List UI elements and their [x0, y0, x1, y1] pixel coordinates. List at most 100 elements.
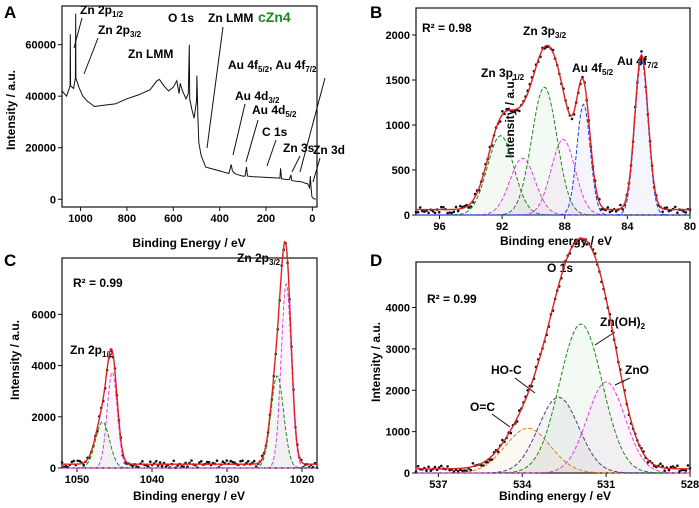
y-tick-label: 0	[50, 194, 56, 206]
data-point	[229, 459, 232, 463]
y-tick-label: 2000	[386, 30, 410, 42]
data-point	[646, 461, 650, 464]
ann-o1s-d: O 1s	[547, 261, 573, 275]
data-point	[76, 459, 79, 463]
ann-zn2p32: Zn 2p3/2	[98, 23, 142, 39]
component-fill-magenta-1	[62, 372, 317, 468]
ann-au4f: Au 4f5/2, Au 4f7/2	[228, 58, 317, 74]
component-fill-green-1	[416, 135, 690, 215]
data-point	[231, 460, 234, 464]
x-tick-label: 400	[210, 213, 228, 225]
ann-zn3s: Zn 3s	[283, 141, 315, 155]
survey-line	[61, 13, 316, 200]
data-point	[239, 460, 242, 463]
y-tick-label: 60000	[25, 40, 56, 52]
data-point	[682, 210, 685, 213]
sample-label: cZn4	[258, 9, 291, 25]
arrow-c1s	[266, 139, 277, 167]
component-fill-green-1	[416, 324, 690, 473]
data-point	[225, 459, 229, 462]
y-tick-label: 0	[50, 463, 56, 475]
x-tick-label: 92	[496, 221, 508, 233]
data-point	[606, 206, 610, 209]
panel-d-frame	[415, 261, 691, 474]
data-point	[154, 459, 158, 463]
data-point	[433, 465, 437, 469]
x-tick-label: 1000	[68, 213, 92, 225]
data-point	[619, 203, 622, 207]
x-tick-label: 80	[684, 221, 696, 233]
x-tick-label: 800	[118, 213, 136, 225]
data-point	[141, 460, 144, 463]
ann-hoc: HO-C	[491, 363, 522, 377]
data-point	[416, 210, 420, 214]
data-point	[160, 464, 164, 468]
data-point	[190, 459, 193, 462]
y-tick-label: 2000	[386, 385, 410, 397]
panel-d-xlabel: Binding energy / eV	[499, 489, 611, 503]
panel-b-xlabel: Binding energy / eV	[500, 234, 612, 248]
panel-c-zn2p: C Intensity / a.u. Binding energy / eV R…	[4, 240, 319, 503]
ann-zn3p12: Zn 3p1/2	[481, 66, 525, 82]
y-tick-label: 4000	[32, 361, 56, 373]
data-point	[671, 465, 675, 468]
panel-a-annotation-arrows	[73, 17, 326, 183]
data-point	[450, 211, 454, 215]
ann-c-zn2p12: Zn 2p1/2	[70, 343, 114, 359]
ann-zn3p32: Zn 3p3/2	[523, 24, 567, 40]
panel-c-r2: R² = 0.99	[73, 276, 123, 290]
data-point	[678, 470, 681, 473]
data-point	[463, 469, 466, 472]
data-point	[600, 208, 603, 211]
arrow-znlmm	[206, 26, 224, 149]
data-point	[448, 211, 452, 214]
data-point	[640, 50, 643, 53]
data-point	[252, 459, 256, 463]
panel-a-annotations: Zn 2p1/2 Zn 2p3/2 O 1s Zn LMM Zn LMM Au …	[80, 3, 345, 157]
arrow-au4d32	[232, 103, 246, 156]
data-point	[247, 459, 250, 463]
data-point	[78, 459, 81, 463]
panel-a-frame	[61, 5, 318, 208]
data-point	[221, 460, 225, 464]
data-point	[454, 205, 458, 209]
y-tick-label: 0	[404, 210, 410, 222]
data-point	[147, 465, 150, 468]
ann-znlmm-1: Zn LMM	[208, 11, 253, 25]
data-point	[471, 462, 475, 465]
panel-b-ylabel: Intensity / a.u.	[503, 78, 517, 158]
arrow-au4f	[299, 77, 326, 173]
y-tick-label: 6000	[32, 309, 56, 321]
data-point	[585, 243, 588, 246]
y-tick-label: 0	[404, 468, 410, 480]
x-tick-label: 88	[559, 221, 571, 233]
data-point	[676, 464, 679, 468]
x-tick-label: 1050	[65, 474, 89, 486]
data-point	[180, 465, 183, 468]
data-point	[427, 465, 430, 469]
ann-znlmm-2: Zn LMM	[128, 47, 173, 61]
data-point	[663, 469, 666, 473]
panel-c-xlabel: Binding energy / eV	[133, 489, 245, 503]
data-point	[684, 469, 688, 472]
data-point	[135, 465, 138, 468]
data-point	[414, 210, 418, 214]
data-point	[62, 465, 66, 469]
data-point	[456, 470, 460, 473]
data-point	[186, 465, 189, 469]
ann-oc: O=C	[470, 400, 495, 414]
data-point	[459, 204, 462, 208]
data-point	[456, 209, 460, 213]
data-point	[442, 205, 445, 209]
data-point	[452, 210, 456, 214]
x-tick-label: 528	[681, 479, 699, 491]
data-point	[421, 209, 424, 213]
data-point	[440, 464, 443, 468]
x-tick-label: 0	[309, 213, 315, 225]
data-point	[581, 75, 584, 79]
component-fill-green-2	[416, 87, 690, 215]
data-point	[501, 438, 504, 442]
data-point	[501, 110, 504, 113]
data-point	[164, 465, 168, 468]
y-tick-label: 20000	[25, 143, 56, 155]
